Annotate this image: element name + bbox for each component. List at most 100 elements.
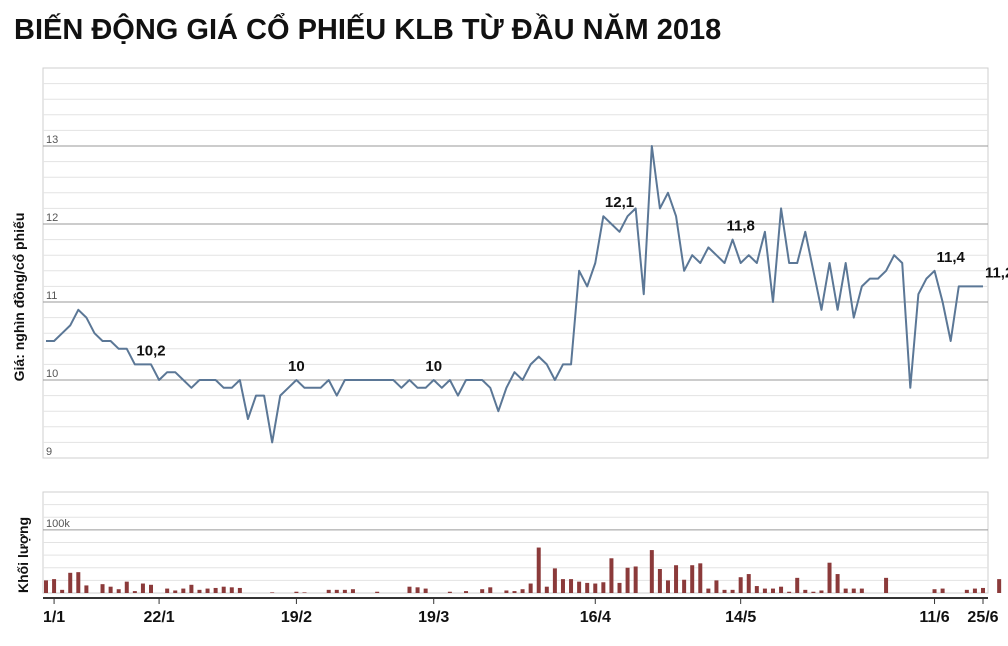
volume-y-axis-label: Khối lượng	[15, 517, 31, 593]
volume-bar	[528, 583, 533, 593]
volume-bars	[44, 547, 1002, 593]
volume-bar	[415, 587, 420, 593]
volume-bar	[173, 590, 178, 593]
volume-bar	[770, 588, 775, 593]
volume-bar	[633, 566, 638, 593]
volume-bar	[544, 586, 549, 593]
chart-title: BIẾN ĐỘNG GIÁ CỔ PHIẾU KLB TỪ ĐẦU NĂM 20…	[14, 14, 722, 46]
volume-bar	[657, 569, 662, 593]
price-y-tick-label: 11	[46, 290, 57, 302]
price-points	[45, 145, 984, 443]
volume-bar	[165, 588, 170, 593]
volume-bar	[342, 589, 347, 593]
volume-bar	[237, 587, 242, 593]
price-y-tick-label: 9	[46, 446, 52, 458]
volume-bar	[609, 558, 614, 593]
volume-bar	[972, 588, 977, 593]
volume-bar	[964, 589, 969, 593]
volume-bar	[649, 550, 654, 593]
volume-bar	[68, 572, 73, 593]
volume-bar	[181, 588, 186, 593]
volume-bar	[334, 589, 339, 593]
volume-bar	[480, 589, 485, 593]
price-y-tick-label: 13	[46, 134, 58, 146]
volume-bar	[76, 572, 81, 593]
volume-bar	[124, 581, 129, 593]
volume-grid	[43, 504, 988, 581]
price-annotation-label: 10,2	[136, 342, 165, 359]
volume-bar	[140, 583, 145, 593]
price-grid	[43, 83, 988, 443]
volume-bar	[108, 586, 113, 593]
volume-bar	[229, 587, 234, 593]
price-annotation-label: 11,2	[985, 264, 1008, 281]
volume-bar	[835, 574, 840, 593]
x-tick-label: 19/3	[418, 609, 449, 626]
x-tick-label: 1/1	[43, 609, 65, 626]
volume-bar	[197, 589, 202, 593]
volume-bar	[52, 579, 57, 593]
volume-bar	[730, 589, 735, 593]
volume-bar	[464, 591, 469, 593]
price-annotation-label: 11,4	[937, 249, 966, 266]
volume-bar	[294, 591, 299, 593]
volume-bar	[44, 580, 48, 593]
price-y-tick-label: 12	[46, 212, 58, 224]
volume-bar	[762, 588, 767, 593]
price-annotation-label: 12,1	[605, 194, 634, 211]
volume-bar	[221, 586, 226, 593]
volume-bar	[100, 584, 105, 593]
volume-y-tick-label: 100k	[46, 518, 70, 530]
volume-bar	[714, 580, 719, 593]
volume-bar	[585, 582, 590, 593]
volume-bar	[932, 589, 937, 593]
volume-bar	[738, 577, 743, 593]
price-annotation-label: 10	[288, 358, 305, 375]
volume-bar	[625, 567, 630, 593]
volume-bar	[213, 587, 218, 593]
volume-bar	[690, 565, 695, 593]
volume-y-ticks: 100k	[46, 518, 70, 530]
volume-bar	[488, 587, 493, 593]
volume-bar	[754, 586, 759, 593]
volume-bar	[819, 590, 824, 593]
volume-bar	[60, 589, 65, 593]
volume-bar	[552, 568, 557, 593]
x-axis: 1/1 22/1 19/2 19/3 16/4 14/5 11/6 25/6	[43, 597, 999, 626]
volume-bar	[536, 547, 541, 593]
volume-bar	[447, 591, 452, 593]
volume-bar	[504, 590, 509, 593]
volume-bar	[981, 587, 985, 593]
price-annotations: 10,2 10 10 12,1 11,8 11,4 11,2	[136, 194, 1008, 375]
volume-bar	[811, 591, 816, 593]
volume-bar	[560, 579, 565, 593]
volume-bar	[407, 586, 412, 593]
volume-bar	[270, 592, 275, 593]
x-tick-label: 22/1	[144, 609, 175, 626]
volume-bar	[350, 589, 355, 593]
x-tick-label: 11/6	[919, 609, 949, 626]
price-annotation-label: 11,8	[726, 218, 754, 235]
x-tick-label: 25/6	[967, 609, 998, 626]
volume-bar	[326, 589, 331, 593]
x-tick-label: 16/4	[580, 609, 611, 626]
x-tick-label: 14/5	[725, 609, 756, 626]
volume-bar	[682, 579, 687, 593]
price-annotation-label: 10	[425, 358, 442, 375]
volume-bar	[577, 581, 582, 593]
volume-bar	[674, 565, 679, 593]
volume-bar	[375, 591, 380, 593]
volume-bar	[116, 589, 121, 593]
volume-bar	[940, 588, 945, 593]
volume-bar	[520, 589, 525, 593]
volume-bar	[149, 584, 154, 593]
volume-bar	[569, 579, 574, 593]
volume-bar	[189, 584, 194, 593]
volume-bar	[601, 582, 606, 593]
volume-bar	[706, 588, 711, 593]
price-y-tick-label: 10	[46, 368, 58, 380]
volume-bar	[787, 591, 792, 593]
volume-bar	[843, 588, 848, 593]
volume-bar	[423, 588, 428, 593]
